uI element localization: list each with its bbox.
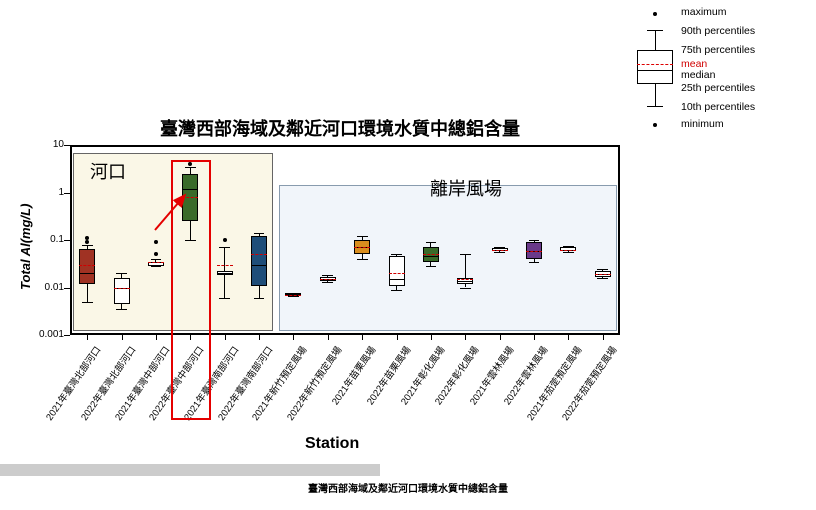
chart-container: 臺灣西部海域及鄰近河口環境水質中總鋁含量 0.001 0.01 0.1 1 10 Total… (0, 0, 816, 460)
box (389, 256, 405, 285)
x-tick (431, 335, 432, 340)
whisker-cap (494, 252, 505, 253)
mean-line (389, 273, 405, 274)
whisker-cap (288, 296, 299, 297)
box (114, 278, 130, 305)
mean-line (526, 251, 542, 252)
x-tick (465, 335, 466, 340)
legend-label: minimum (681, 118, 724, 130)
x-tick (362, 335, 363, 340)
whisker-cap (151, 266, 162, 267)
legend-label: 10th percentiles (681, 101, 755, 113)
mean-line (79, 265, 95, 266)
legend-label: 75th percentiles (681, 44, 755, 56)
whisker-cap (391, 254, 402, 255)
mean-line (423, 254, 439, 255)
x-tick (568, 335, 569, 340)
legend-label: 90th percentiles (681, 25, 755, 37)
x-tick (500, 335, 501, 340)
x-tick (225, 335, 226, 340)
x-axis-label: Station (305, 435, 359, 453)
y-tick-label: 0.01 (28, 282, 64, 293)
legend: maximum 90th percentiles 75th percentiles m… (610, 6, 810, 136)
whisker-cap (254, 233, 265, 234)
mean-line (251, 254, 267, 255)
whisker-cap (460, 254, 471, 255)
y-tick (64, 240, 70, 241)
mean-line (148, 262, 164, 263)
whisker-cap (219, 298, 230, 299)
median-line (251, 265, 267, 266)
median-line (457, 281, 473, 282)
whisker-cap (460, 288, 471, 289)
x-tick (328, 335, 329, 340)
mean-line (217, 265, 233, 266)
median-line (389, 279, 405, 280)
y-tick-label: 10 (28, 139, 64, 150)
whisker-cap (82, 245, 93, 246)
y-tick-label: 0.001 (28, 329, 64, 340)
whisker-cap (529, 262, 540, 263)
x-tick (87, 335, 88, 340)
y-tick (64, 145, 70, 146)
mean-line (492, 250, 508, 251)
x-tick (603, 335, 604, 340)
y-tick (64, 335, 70, 336)
whisker-cap (563, 252, 574, 253)
box (79, 249, 95, 284)
y-axis-label: Total Al(mg/L) (18, 204, 33, 290)
box (251, 236, 267, 285)
y-tick (64, 288, 70, 289)
x-tick (122, 335, 123, 340)
whisker-cap (254, 298, 265, 299)
y-tick-label: 1 (28, 187, 64, 198)
outlier-point (223, 238, 227, 242)
page-root: 臺灣西部海域及鄰近河口環境水質中總鋁含量 0.001 0.01 0.1 1 10 Total… (0, 0, 816, 510)
whisker-cap (597, 278, 608, 279)
mean-line (595, 274, 611, 275)
group-box (279, 185, 616, 331)
median-line (423, 256, 439, 257)
mean-line (560, 250, 576, 251)
x-tick (156, 335, 157, 340)
mean-line (285, 295, 301, 296)
mean-line (354, 247, 370, 248)
group-label: 離岸風場 (430, 175, 502, 201)
whisker-cap (219, 247, 230, 248)
median-line (148, 265, 164, 266)
y-tick (64, 193, 70, 194)
legend-label: maximum (681, 6, 727, 18)
whisker-cap (529, 240, 540, 241)
whisker-cap (357, 259, 368, 260)
mean-line (320, 279, 336, 280)
whisker-cap (116, 273, 127, 274)
mean-line (457, 279, 473, 280)
whisker-cap (116, 309, 127, 310)
median-line (79, 273, 95, 274)
legend-label: median (681, 69, 715, 81)
chart-title: 臺灣西部海域及鄰近河口環境水質中總鋁含量 (130, 115, 550, 141)
x-tick (534, 335, 535, 340)
caption-text: 臺灣西部海域及鄰近河口環境水質中總鋁含量 (0, 480, 816, 495)
mean-line (114, 288, 130, 289)
caption-bar (0, 464, 380, 476)
whisker-cap (82, 302, 93, 303)
whisker-cap (151, 259, 162, 260)
highlight-box (171, 160, 211, 420)
whisker-cap (426, 266, 437, 267)
legend-label: 25th percentiles (681, 82, 755, 94)
whisker-cap (322, 282, 333, 283)
whisker-cap (357, 236, 368, 237)
x-tick (259, 335, 260, 340)
median-line (217, 273, 233, 274)
group-label: 河口 (90, 158, 126, 184)
x-tick (397, 335, 398, 340)
whisker-cap (426, 242, 437, 243)
x-tick (293, 335, 294, 340)
y-tick-label: 0.1 (28, 234, 64, 245)
whisker-cap (391, 290, 402, 291)
